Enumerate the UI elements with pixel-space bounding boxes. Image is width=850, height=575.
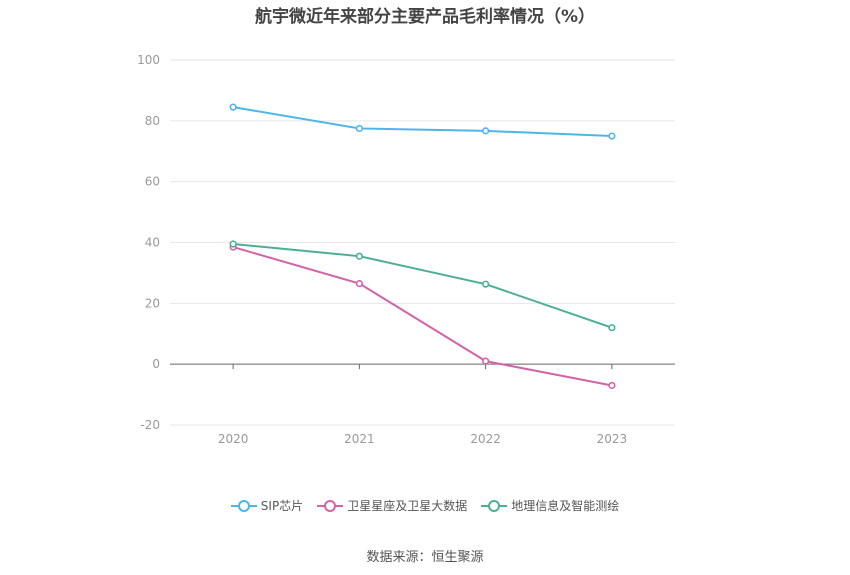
series-line [232, 106, 612, 138]
series-lines [229, 103, 616, 390]
legend-label: 卫星星座及卫星大数据 [347, 499, 468, 513]
x-tick-label: 2022 [470, 432, 501, 446]
legend-label: 地理信息及智能测绘 [511, 499, 620, 513]
y-tick-label: 60 [145, 175, 160, 189]
y-tick-label: -20 [140, 418, 160, 432]
y-tick-label: 80 [145, 114, 160, 128]
x-tick-label: 2023 [597, 432, 628, 446]
x-tick-label: 2020 [218, 432, 249, 446]
legend-item[interactable]: 卫星星座及卫星大数据 [317, 497, 467, 514]
axes: -20 0 20 40 60 80 100 2020 2021 2022 2023 [137, 53, 675, 446]
legend-marker-icon [230, 499, 257, 512]
data-point [608, 324, 616, 332]
legend-marker-icon [481, 499, 508, 512]
data-point [229, 240, 237, 248]
data-point [608, 132, 616, 140]
data-point [355, 279, 363, 288]
data-point [355, 252, 363, 260]
y-tick-label: 20 [145, 296, 160, 310]
data-point [482, 280, 490, 288]
series-3 [229, 240, 616, 332]
series-line [233, 243, 613, 329]
line-chart: -20 0 20 40 60 80 100 2020 2021 2022 2023 [137, 53, 675, 446]
data-point [355, 124, 363, 133]
data-point [482, 357, 490, 365]
legend-item[interactable]: 地理信息及智能测绘 [481, 497, 619, 514]
data-point [229, 103, 237, 111]
data-point [608, 381, 616, 390]
gridlines [170, 59, 675, 426]
legend-marker-icon [317, 499, 344, 512]
source-note: 数据来源：恒生聚源 [366, 550, 484, 565]
series-2 [229, 243, 616, 390]
series-1 [229, 103, 616, 140]
y-tick-label: 100 [137, 53, 160, 67]
series-line [232, 246, 613, 387]
data-point [482, 127, 490, 135]
legend: SIP芯片 卫星星座及卫星大数据 地理信息及智能测绘 [0, 497, 850, 514]
y-tick-label: 0 [152, 357, 160, 371]
y-tick-label: 40 [145, 236, 160, 250]
legend-item[interactable]: SIP芯片 [230, 497, 304, 514]
legend-label: SIP芯片 [260, 499, 304, 513]
chart-title: 航宇微近年来部分主要产品毛利率情况（%） [254, 7, 596, 27]
x-tick-label: 2021 [344, 432, 375, 446]
